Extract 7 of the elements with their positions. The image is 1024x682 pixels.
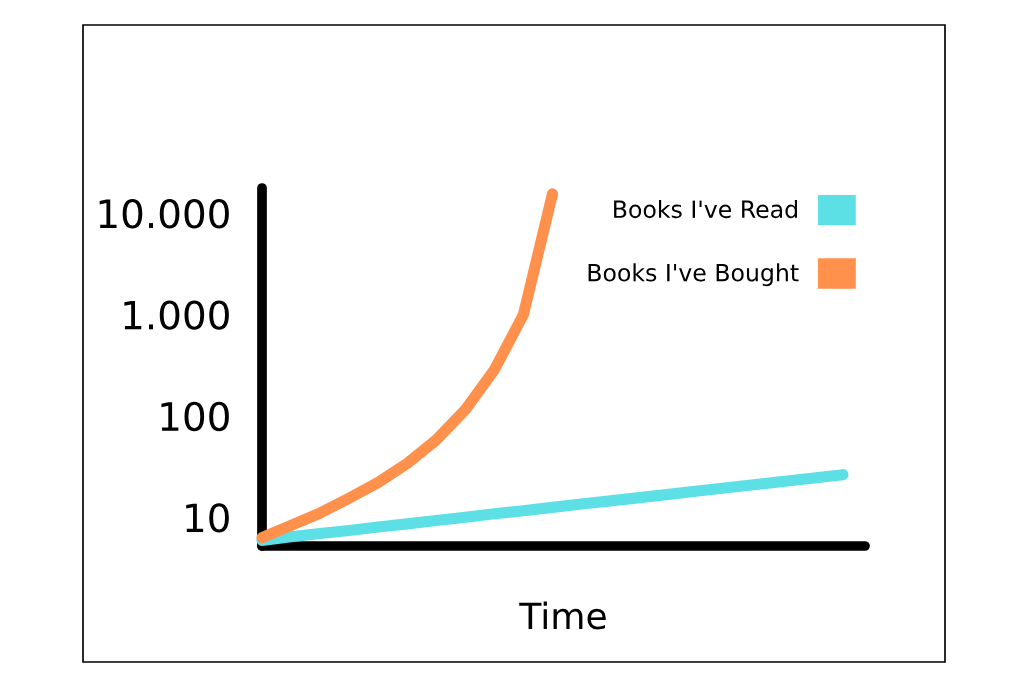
x-axis-title: Time xyxy=(519,601,606,630)
legend-label: Books I've Bought xyxy=(588,263,799,287)
y-tick-label: 10.000 xyxy=(99,199,229,229)
legend-label: Books I've Read xyxy=(614,199,797,219)
y-tick-label: 1.000 xyxy=(124,300,229,330)
y-tick-label: 10 xyxy=(186,503,229,533)
y-tick-label: 100 xyxy=(161,401,229,432)
